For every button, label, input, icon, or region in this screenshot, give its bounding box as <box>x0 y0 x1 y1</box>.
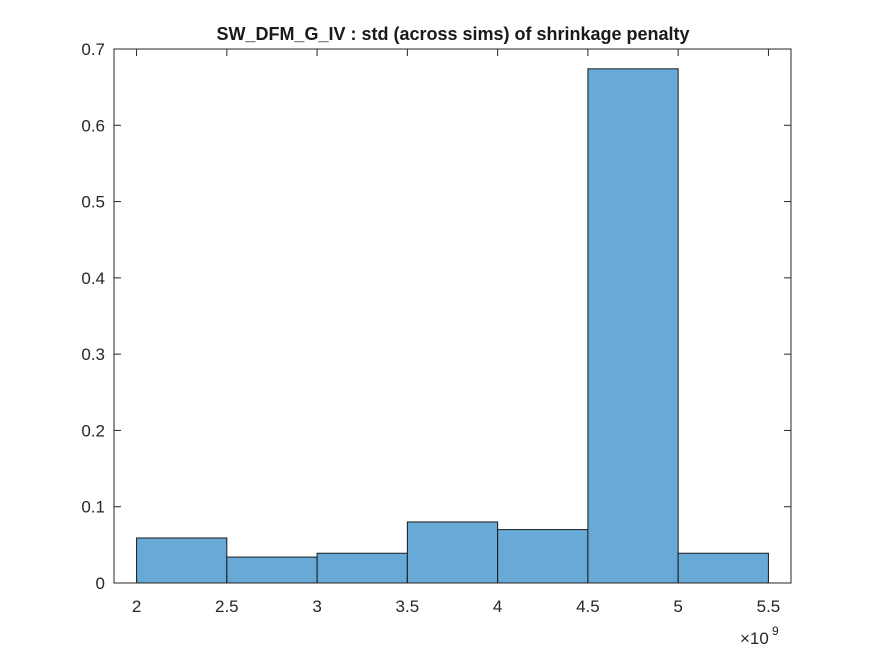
x-exponent-label: ×10 9 <box>740 624 779 648</box>
histogram-bar <box>316 552 408 584</box>
y-tick-label: 0.1 <box>81 498 105 517</box>
x-axis: 2 2.5 3 3.5 4 4.5 5 5.5 <box>132 49 780 616</box>
y-tick-label: 0.5 <box>81 193 105 212</box>
x-tick-label: 4.5 <box>576 597 600 616</box>
plot-area-frame <box>113 48 792 584</box>
histogram-bar <box>226 556 318 584</box>
x-exponent-base: ×10 <box>740 629 769 648</box>
y-tick-label: 0 <box>96 574 105 593</box>
histogram-bar <box>677 552 769 584</box>
histogram-bar <box>136 537 228 584</box>
x-tick-label: 4 <box>493 597 502 616</box>
x-tick-label: 5.5 <box>757 597 781 616</box>
y-tick-label: 0.2 <box>81 421 105 440</box>
x-tick-label: 3.5 <box>396 597 420 616</box>
x-tick-label: 5 <box>673 597 682 616</box>
x-tick-label: 2.5 <box>215 597 239 616</box>
histogram-bar <box>406 521 499 584</box>
y-tick-label: 0.7 <box>81 40 105 59</box>
histogram-bar <box>497 529 589 584</box>
y-tick-label: 0.6 <box>81 116 105 135</box>
y-axis: 0 0.1 0.2 0.3 0.4 0.5 0.6 0.7 <box>81 40 791 593</box>
bars-group <box>136 68 769 584</box>
y-tick-label: 0.3 <box>81 345 105 364</box>
chart-title: SW_DFM_G_IV : std (across sims) of shrin… <box>216 24 689 44</box>
x-tick-label: 3 <box>312 597 321 616</box>
x-tick-label: 2 <box>132 597 141 616</box>
y-tick-label: 0.4 <box>81 269 105 288</box>
histogram-bar <box>587 68 679 584</box>
x-exponent-power: 9 <box>772 624 779 638</box>
